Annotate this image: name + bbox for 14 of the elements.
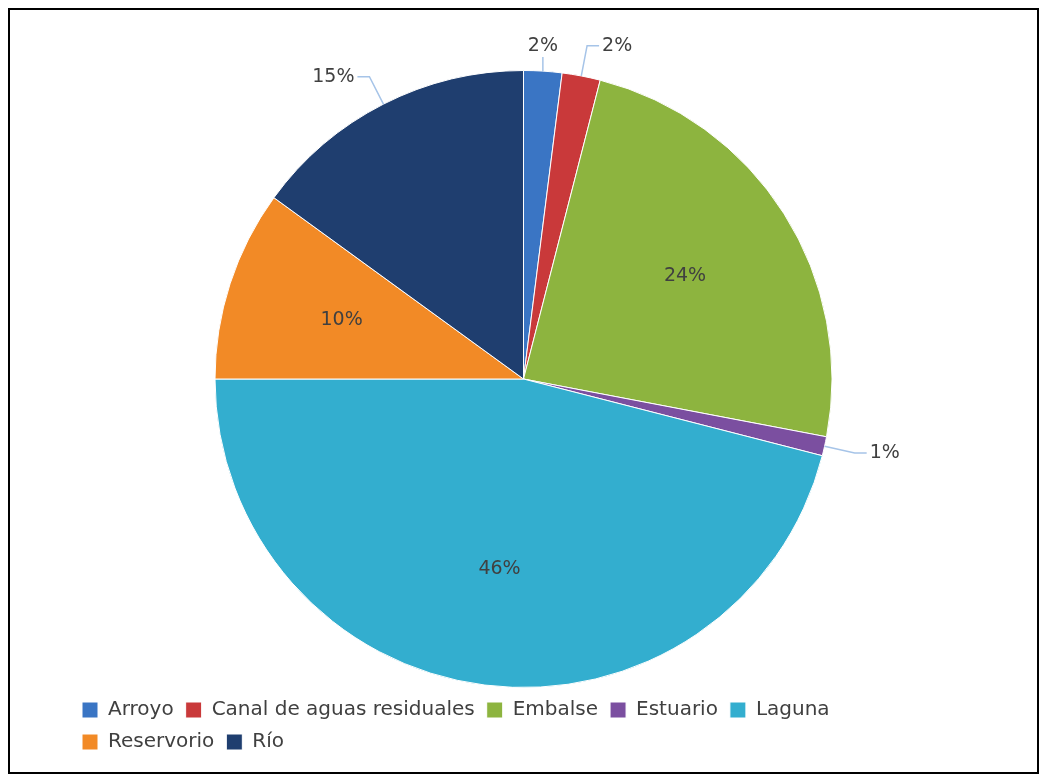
data-label: 10% [320, 306, 363, 329]
legend-label: Río [252, 728, 285, 753]
data-label: 2% [602, 32, 633, 55]
legend-label: Estuario [636, 696, 718, 721]
legend-label: Laguna [755, 696, 830, 721]
legend-label: Reservorio [108, 728, 215, 753]
legend-label: Canal de aguas residuales [211, 696, 475, 721]
data-label: 1% [869, 439, 900, 462]
data-label: 15% [312, 63, 355, 86]
data-label: 24% [663, 263, 707, 286]
legend-label: Embalse [512, 696, 599, 721]
legend-label: Arroyo [108, 696, 174, 721]
data-label: 2% [527, 32, 558, 55]
data-label: 46% [478, 555, 521, 578]
